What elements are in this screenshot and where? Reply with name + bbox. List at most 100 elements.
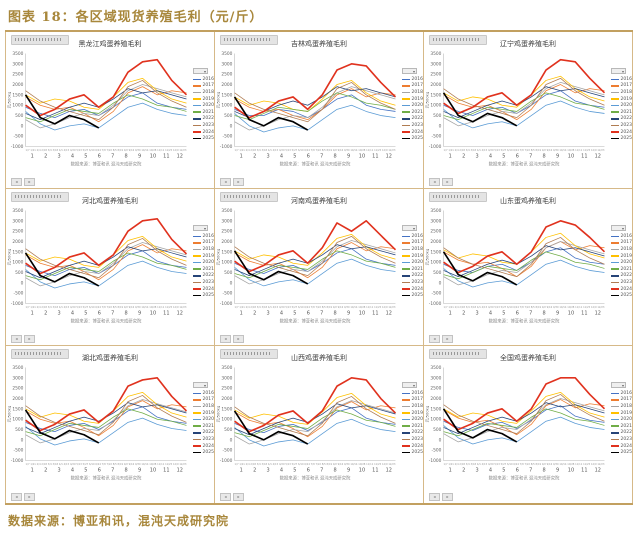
legend-item[interactable]: 2022 bbox=[193, 430, 214, 437]
legend-item[interactable]: 2022 bbox=[193, 273, 214, 280]
legend-item[interactable]: 2021 bbox=[402, 423, 423, 430]
pager-next-button[interactable]: ▸ bbox=[24, 178, 35, 186]
pager-prev-button[interactable]: ◂ bbox=[11, 493, 22, 501]
legend-item[interactable]: 2020 bbox=[611, 259, 632, 266]
legend-item[interactable]: 2024 bbox=[193, 129, 214, 136]
legend-item[interactable]: 2025 bbox=[193, 292, 214, 299]
legend-item[interactable]: 2023 bbox=[193, 122, 214, 129]
pager-next-button[interactable]: ▸ bbox=[442, 335, 453, 343]
legend-item[interactable]: 2016 bbox=[402, 76, 423, 83]
panel-tag-button[interactable] bbox=[220, 192, 278, 202]
legend-dropdown[interactable]: ▾ bbox=[402, 68, 417, 74]
legend-item[interactable]: 2024 bbox=[611, 443, 632, 450]
legend-item[interactable]: 2020 bbox=[402, 416, 423, 423]
legend-item[interactable]: 2024 bbox=[193, 443, 214, 450]
legend-item[interactable]: 2021 bbox=[402, 266, 423, 273]
legend-item[interactable]: 2017 bbox=[611, 397, 632, 404]
legend-item[interactable]: 2019 bbox=[611, 410, 632, 417]
legend-item[interactable]: 2022 bbox=[611, 273, 632, 280]
pager-next-button[interactable]: ▸ bbox=[233, 335, 244, 343]
legend-item[interactable]: 2025 bbox=[611, 449, 632, 456]
legend-item[interactable]: 2016 bbox=[193, 76, 214, 83]
legend-item[interactable]: 2021 bbox=[611, 423, 632, 430]
legend-item[interactable]: 2025 bbox=[402, 292, 423, 299]
legend-item[interactable]: 2016 bbox=[611, 233, 632, 240]
legend-item[interactable]: 2019 bbox=[402, 253, 423, 260]
legend-item[interactable]: 2017 bbox=[193, 240, 214, 247]
panel-tag-button[interactable] bbox=[220, 35, 278, 45]
panel-tag-button[interactable] bbox=[220, 349, 278, 359]
legend-item[interactable]: 2017 bbox=[193, 83, 214, 90]
legend-item[interactable]: 2021 bbox=[193, 109, 214, 116]
legend-item[interactable]: 2019 bbox=[402, 410, 423, 417]
legend-item[interactable]: 2021 bbox=[193, 423, 214, 430]
pager-prev-button[interactable]: ◂ bbox=[429, 178, 440, 186]
legend-item[interactable]: 2024 bbox=[402, 129, 423, 136]
legend-item[interactable]: 2016 bbox=[611, 390, 632, 397]
legend-item[interactable]: 2020 bbox=[193, 416, 214, 423]
legend-item[interactable]: 2018 bbox=[611, 89, 632, 96]
legend-item[interactable]: 2023 bbox=[611, 279, 632, 286]
legend-dropdown[interactable]: ▾ bbox=[193, 225, 208, 231]
legend-item[interactable]: 2023 bbox=[611, 122, 632, 129]
legend-item[interactable]: 2016 bbox=[402, 390, 423, 397]
legend-item[interactable]: 2023 bbox=[402, 279, 423, 286]
pager-prev-button[interactable]: ◂ bbox=[220, 493, 231, 501]
panel-tag-button[interactable] bbox=[429, 349, 487, 359]
legend-dropdown[interactable]: ▾ bbox=[611, 382, 626, 388]
legend-item[interactable]: 2018 bbox=[611, 403, 632, 410]
panel-tag-button[interactable] bbox=[11, 192, 69, 202]
legend-item[interactable]: 2018 bbox=[402, 89, 423, 96]
legend-item[interactable]: 2017 bbox=[402, 83, 423, 90]
legend-item[interactable]: 2023 bbox=[193, 436, 214, 443]
legend-item[interactable]: 2024 bbox=[193, 286, 214, 293]
legend-item[interactable]: 2022 bbox=[402, 116, 423, 123]
legend-item[interactable]: 2025 bbox=[402, 135, 423, 142]
legend-dropdown[interactable]: ▾ bbox=[402, 382, 417, 388]
legend-item[interactable]: 2022 bbox=[193, 116, 214, 123]
panel-tag-button[interactable] bbox=[11, 349, 69, 359]
pager-next-button[interactable]: ▸ bbox=[233, 178, 244, 186]
panel-tag-button[interactable] bbox=[429, 192, 487, 202]
legend-item[interactable]: 2022 bbox=[402, 273, 423, 280]
legend-item[interactable]: 2018 bbox=[193, 246, 214, 253]
legend-item[interactable]: 2024 bbox=[402, 443, 423, 450]
legend-item[interactable]: 2025 bbox=[611, 135, 632, 142]
legend-item[interactable]: 2021 bbox=[402, 109, 423, 116]
legend-item[interactable]: 2022 bbox=[402, 430, 423, 437]
legend-item[interactable]: 2021 bbox=[193, 266, 214, 273]
pager-prev-button[interactable]: ◂ bbox=[429, 335, 440, 343]
legend-item[interactable]: 2020 bbox=[402, 102, 423, 109]
legend-item[interactable]: 2017 bbox=[611, 240, 632, 247]
panel-tag-button[interactable] bbox=[11, 35, 69, 45]
legend-item[interactable]: 2017 bbox=[402, 397, 423, 404]
pager-prev-button[interactable]: ◂ bbox=[220, 178, 231, 186]
legend-item[interactable]: 2020 bbox=[611, 416, 632, 423]
legend-item[interactable]: 2024 bbox=[402, 286, 423, 293]
legend-item[interactable]: 2023 bbox=[402, 436, 423, 443]
legend-item[interactable]: 2017 bbox=[611, 83, 632, 90]
legend-item[interactable]: 2022 bbox=[611, 430, 632, 437]
legend-item[interactable]: 2019 bbox=[193, 96, 214, 103]
legend-item[interactable]: 2025 bbox=[193, 449, 214, 456]
legend-item[interactable]: 2020 bbox=[402, 259, 423, 266]
legend-item[interactable]: 2023 bbox=[193, 279, 214, 286]
pager-prev-button[interactable]: ◂ bbox=[429, 493, 440, 501]
legend-dropdown[interactable]: ▾ bbox=[193, 68, 208, 74]
legend-dropdown[interactable]: ▾ bbox=[402, 225, 417, 231]
pager-next-button[interactable]: ▸ bbox=[233, 493, 244, 501]
legend-dropdown[interactable]: ▾ bbox=[611, 68, 626, 74]
legend-item[interactable]: 2024 bbox=[611, 129, 632, 136]
legend-item[interactable]: 2022 bbox=[611, 116, 632, 123]
legend-item[interactable]: 2019 bbox=[193, 410, 214, 417]
legend-item[interactable]: 2018 bbox=[193, 89, 214, 96]
legend-dropdown[interactable]: ▾ bbox=[193, 382, 208, 388]
legend-item[interactable]: 2016 bbox=[611, 76, 632, 83]
legend-item[interactable]: 2020 bbox=[193, 259, 214, 266]
legend-dropdown[interactable]: ▾ bbox=[611, 225, 626, 231]
legend-item[interactable]: 2019 bbox=[193, 253, 214, 260]
legend-item[interactable]: 2017 bbox=[402, 240, 423, 247]
legend-item[interactable]: 2023 bbox=[402, 122, 423, 129]
legend-item[interactable]: 2018 bbox=[611, 246, 632, 253]
legend-item[interactable]: 2020 bbox=[611, 102, 632, 109]
